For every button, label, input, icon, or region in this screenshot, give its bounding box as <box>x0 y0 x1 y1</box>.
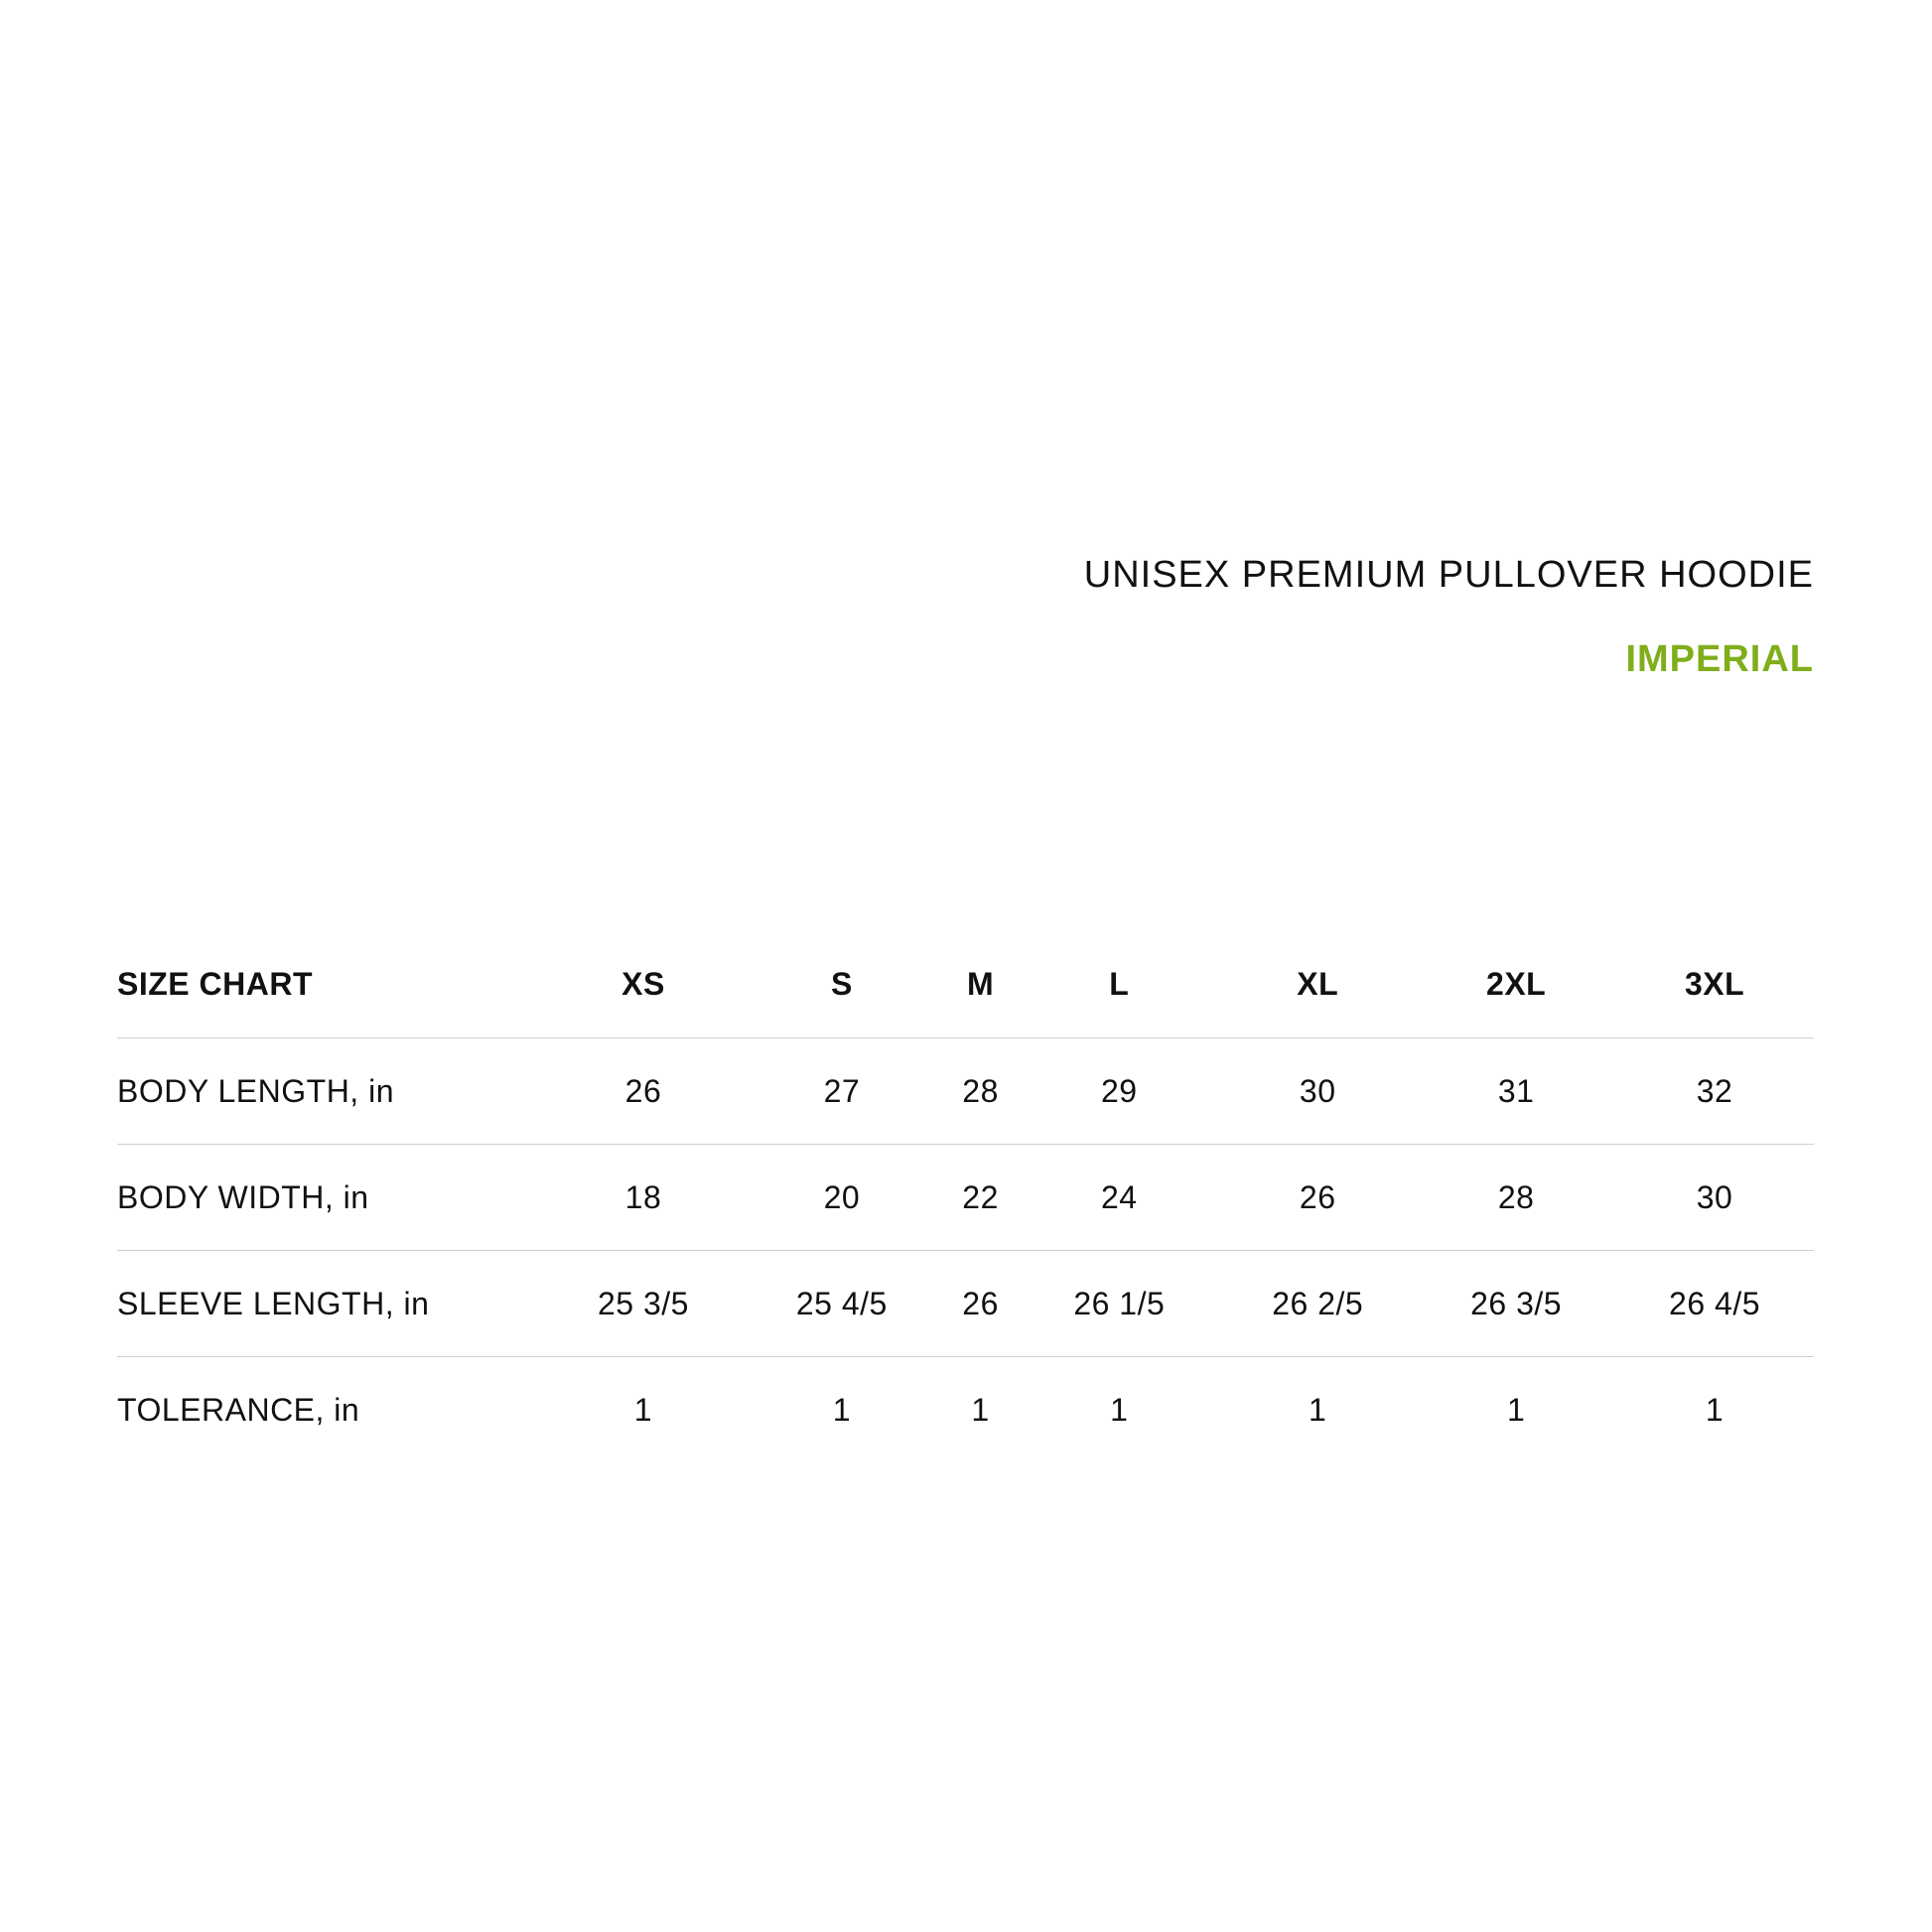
size-column-header: 2XL <box>1486 965 1547 1002</box>
measurement-value: 1 <box>1020 1356 1219 1462</box>
measurement-value: 26 4/5 <box>1615 1250 1814 1357</box>
measurement-value: 30 <box>1218 1037 1418 1145</box>
measurement-label: BODY LENGTH, in <box>117 1037 544 1145</box>
measurement-label: SLEEVE LENGTH, in <box>117 1250 544 1357</box>
measurement-value: 1 <box>940 1356 1021 1462</box>
table-row: BODY LENGTH, in 26 27 28 29 30 31 32 <box>117 1037 1814 1145</box>
measurement-value: 18 <box>544 1144 743 1251</box>
table-row: TOLERANCE, in 1 1 1 1 1 1 1 <box>117 1356 1814 1462</box>
measurement-label: TOLERANCE, in <box>117 1356 544 1462</box>
size-column-header: 3XL <box>1684 965 1745 1002</box>
table-row: SLEEVE LENGTH, in 25 3/5 25 4/5 26 26 1/5 26 … <box>117 1250 1814 1357</box>
measurement-value: 1 <box>544 1356 743 1462</box>
measurement-value: 25 4/5 <box>742 1250 941 1357</box>
measurement-value: 22 <box>940 1144 1021 1251</box>
measurement-label: BODY WIDTH, in <box>117 1144 544 1251</box>
measurement-value: 26 <box>1218 1144 1418 1251</box>
measurement-value: 26 <box>940 1250 1021 1357</box>
measurement-value: 28 <box>940 1037 1021 1145</box>
measurement-value: 25 3/5 <box>544 1250 743 1357</box>
table-header-row: SIZE CHART XS S M L XL 2XL 3XL <box>117 930 1814 1038</box>
size-column-header: M <box>967 965 995 1002</box>
measurement-value: 26 2/5 <box>1218 1250 1418 1357</box>
size-chart-heading: SIZE CHART <box>117 965 313 1002</box>
measurement-value: 20 <box>742 1144 941 1251</box>
measurement-value: 27 <box>742 1037 941 1145</box>
measurement-value: 1 <box>1218 1356 1418 1462</box>
measurement-value: 1 <box>1417 1356 1616 1462</box>
unit-system-label: IMPERIAL <box>1625 638 1814 680</box>
measurement-value: 1 <box>1615 1356 1814 1462</box>
size-column-header: S <box>830 965 853 1002</box>
table-row: BODY WIDTH, in 18 20 22 24 26 28 30 <box>117 1144 1814 1251</box>
product-title: UNISEX PREMIUM PULLOVER HOODIE <box>1083 554 1814 596</box>
size-column-header: XL <box>1297 965 1339 1002</box>
size-chart-table: SIZE CHART XS S M L XL 2XL 3XL BODY LENGTH, in 26… <box>117 930 1814 1462</box>
measurement-value: 1 <box>742 1356 941 1462</box>
measurement-value: 30 <box>1615 1144 1814 1251</box>
measurement-value: 26 <box>544 1037 743 1145</box>
measurement-value: 26 3/5 <box>1417 1250 1616 1357</box>
measurement-value: 32 <box>1615 1037 1814 1145</box>
measurement-value: 26 1/5 <box>1020 1250 1219 1357</box>
size-column-header: XS <box>621 965 665 1002</box>
measurement-value: 31 <box>1417 1037 1616 1145</box>
measurement-value: 28 <box>1417 1144 1616 1251</box>
measurement-value: 24 <box>1020 1144 1219 1251</box>
size-column-header: L <box>1109 965 1130 1002</box>
measurement-value: 29 <box>1020 1037 1219 1145</box>
